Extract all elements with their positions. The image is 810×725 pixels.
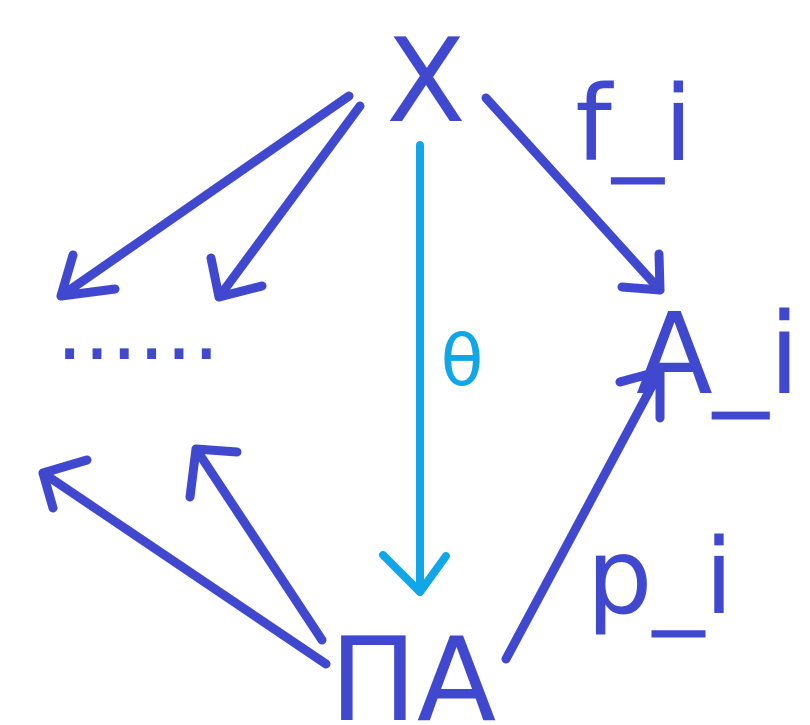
label-theta: θ [441,320,484,402]
arrow-x-to-ellipsis-left [56,91,354,301]
arrow-p-i [501,366,665,664]
arrow-product-to-ellipsis-right [185,444,327,645]
label-f-i: f_i [575,63,693,185]
node-ellipsis: ...... [56,280,220,380]
label-p-i: p_i [587,516,734,638]
node-a-i: A_i [636,290,800,420]
arrow-product-to-ellipsis-left [38,455,331,669]
node-x: X [386,14,465,149]
node-product: ΠA [330,613,497,725]
arrow-theta [379,141,450,596]
arrow-x-to-ellipsis-right [206,101,365,302]
arrow-f-i [481,93,665,295]
